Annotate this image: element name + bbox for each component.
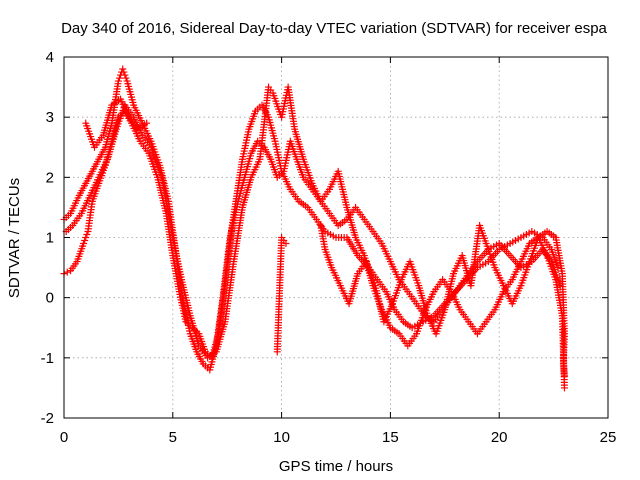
x-tick-label: 10 — [273, 429, 290, 446]
data-point — [82, 234, 90, 241]
y-tick-label: -2 — [41, 410, 54, 427]
data-point — [560, 384, 568, 392]
tick-labels: 0 5 10 15 20 25 -2 -1 0 1 2 3 4 — [41, 49, 617, 446]
x-tick-label: 5 — [169, 429, 177, 446]
y-axis-label: SDTVAR / TECUs — [6, 178, 23, 298]
y-tick-label: 3 — [46, 109, 54, 126]
data-point — [63, 268, 71, 276]
data-point — [81, 237, 89, 245]
data-point — [121, 71, 129, 79]
data-point — [554, 264, 562, 272]
data-point — [282, 240, 290, 248]
chart-title: Day 340 of 2016, Sidereal Day-to-day VTE… — [61, 20, 607, 37]
data-point — [120, 68, 128, 76]
plot-frame — [63, 56, 609, 419]
y-tick-label: -1 — [41, 350, 54, 367]
data-point — [560, 372, 568, 380]
x-tick-label: 25 — [600, 429, 617, 446]
x-axis-label: GPS time / hours — [279, 458, 393, 475]
data-point — [115, 74, 123, 82]
y-tick-label: 0 — [46, 290, 54, 307]
data-point — [143, 119, 151, 127]
y-tick-label: 4 — [46, 49, 54, 66]
data-point — [114, 77, 122, 85]
y-tick-label: 1 — [46, 230, 54, 247]
x-tick-label: 20 — [491, 429, 508, 446]
data-point — [122, 74, 130, 82]
data-points — [60, 65, 568, 392]
data-point — [119, 65, 127, 73]
data-point — [80, 240, 88, 248]
x-tick-label: 15 — [382, 429, 399, 446]
x-tick-label: 0 — [60, 429, 68, 446]
data-point — [83, 230, 91, 238]
y-tick-label: 2 — [46, 169, 54, 186]
